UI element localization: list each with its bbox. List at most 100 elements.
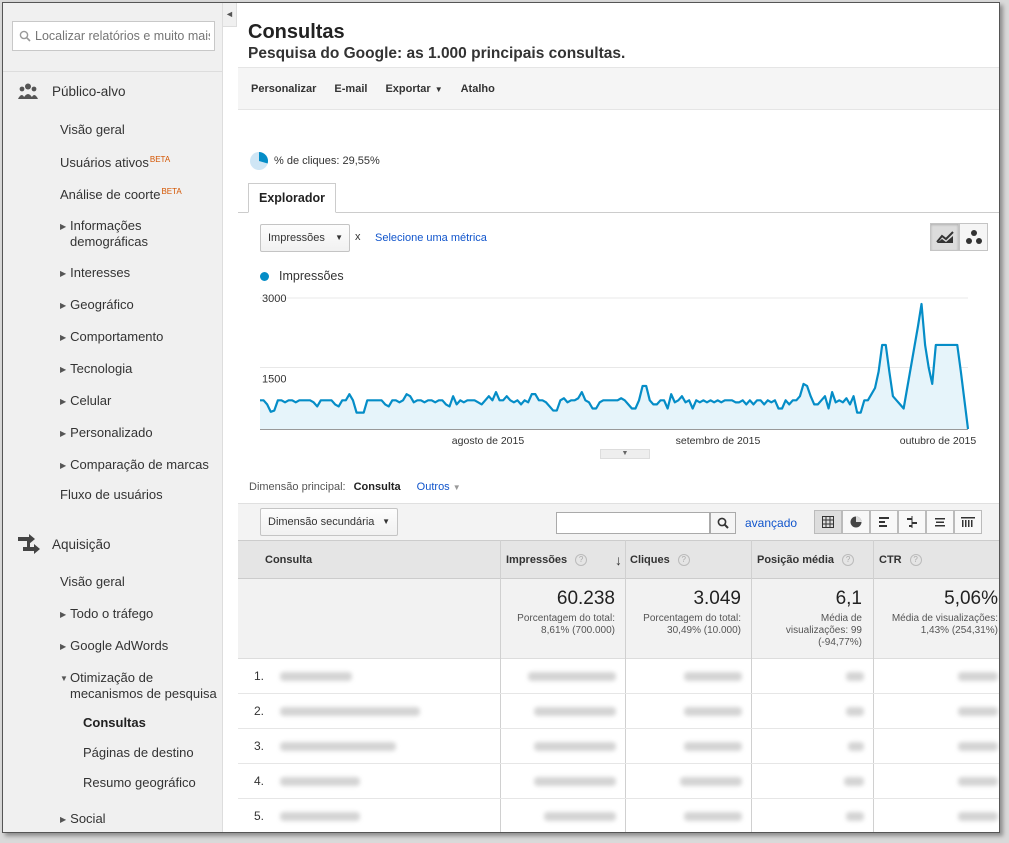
nav-mobile[interactable]: ▶ Celular — [60, 393, 111, 410]
table-row[interactable]: 2. — [238, 694, 999, 729]
report-search[interactable] — [12, 21, 215, 51]
triangle-right-icon: ▶ — [60, 269, 67, 278]
remove-metric-button[interactable]: x — [355, 231, 361, 243]
report-search-input[interactable] — [35, 29, 210, 43]
nav-landing-pages[interactable]: Páginas de destino — [83, 745, 194, 761]
redacted-value — [848, 742, 864, 751]
chart-resize-handle[interactable]: ▼ — [600, 449, 650, 459]
secondary-dimension-select[interactable]: Dimensão secundária ▼ — [260, 508, 398, 536]
total-clicks: 3.049 Porcentagem do total: 30,49% (10.0… — [626, 587, 741, 637]
column-impressions[interactable]: Impressões? ↓ — [506, 541, 622, 579]
collapse-arrow-icon: ◄ — [225, 9, 234, 19]
dimension-query[interactable]: Consulta — [353, 481, 401, 493]
total-note: visualizações: 99 — [785, 625, 862, 636]
dimension-other-label: Outros — [416, 481, 450, 493]
redacted-value — [534, 777, 616, 786]
column-label: CTR — [879, 554, 902, 566]
nav-technology[interactable]: ▶ Tecnologia — [60, 361, 132, 378]
nav-label: Otimização de mecanismos de pesquisa — [70, 670, 217, 701]
nav-users-flow[interactable]: Fluxo de usuários — [60, 487, 163, 503]
tab-explorer[interactable]: Explorador — [248, 183, 336, 213]
data-table-view-button[interactable] — [814, 510, 842, 534]
nav-geo-summary[interactable]: Resumo geográfico — [83, 775, 196, 791]
nav-all-traffic[interactable]: ▶ Todo o tráfego — [60, 606, 153, 623]
nav-queries[interactable]: Consultas — [83, 715, 146, 731]
table-row[interactable]: 5. — [238, 799, 999, 832]
comparison-view-button[interactable] — [898, 510, 926, 534]
table-filter-input[interactable] — [556, 512, 710, 534]
column-ctr[interactable]: CTR? — [879, 541, 922, 579]
redacted-value — [528, 672, 616, 681]
nav-cohort[interactable]: Análise de coorteBETA — [60, 184, 182, 203]
metric-select[interactable]: Impressões ▼ — [260, 224, 350, 252]
nav-label: Comportamento — [70, 329, 164, 344]
table-row[interactable]: 1. — [238, 659, 999, 694]
comparison-view-icon — [907, 516, 917, 528]
column-label: Posição média — [757, 554, 835, 566]
nav-social[interactable]: ▶ Social — [60, 811, 106, 828]
redacted-value — [846, 812, 864, 821]
column-query[interactable]: Consulta — [265, 541, 312, 579]
triangle-right-icon: ▶ — [60, 222, 67, 231]
secondary-dimension-label: Dimensão secundária — [268, 516, 375, 528]
term-cloud-view-button[interactable] — [926, 510, 954, 534]
nav-seo[interactable]: ▼ Otimização de mecanismos de pesquisa — [60, 670, 220, 702]
nav-brand-compare[interactable]: ▶ Comparação de marcas — [60, 457, 209, 474]
help-icon[interactable]: ? — [677, 554, 690, 566]
nav-label: Informações demográficas — [70, 218, 149, 249]
collapse-sidebar-button[interactable]: ◄ — [223, 3, 237, 27]
nav-acq-overview[interactable]: Visão geral — [60, 574, 125, 590]
page-title: Consultas — [248, 21, 345, 43]
redacted-value — [684, 812, 742, 821]
nav-adwords[interactable]: ▶ Google AdWords — [60, 638, 168, 655]
search-icon — [717, 517, 729, 529]
redacted-value — [684, 672, 742, 681]
column-label: Impressões — [506, 554, 568, 566]
nav-label: Páginas de destino — [83, 745, 194, 760]
column-clicks[interactable]: Cliques? — [630, 541, 690, 579]
table-row[interactable]: 4. — [238, 764, 999, 799]
redacted-value — [958, 672, 998, 681]
nav-behavior[interactable]: ▶ Comportamento — [60, 329, 163, 346]
pivot-view-button[interactable] — [954, 510, 982, 534]
nav-active-users[interactable]: Usuários ativosBETA — [60, 152, 170, 171]
sidebar: Público-alvo Visão geral Usuários ativos… — [3, 3, 223, 832]
redacted-query — [280, 707, 420, 716]
motion-chart-button[interactable] — [959, 223, 988, 251]
help-icon[interactable]: ? — [842, 554, 855, 566]
section-audience[interactable]: Público-alvo — [18, 83, 238, 99]
total-note: 30,49% (10.000) — [667, 625, 741, 636]
customize-button[interactable]: Personalizar — [251, 82, 317, 95]
pie-slice — [259, 152, 268, 164]
help-icon[interactable]: ? — [575, 554, 588, 566]
line-chart-button[interactable] — [930, 223, 959, 251]
section-label: Público-alvo — [52, 83, 126, 99]
dimension-other-dropdown[interactable]: Outros ▼ — [417, 481, 461, 493]
redacted-value — [846, 707, 864, 716]
pie-view-button[interactable] — [842, 510, 870, 534]
column-avg-position[interactable]: Posição média? — [757, 541, 855, 579]
nav-demographics[interactable]: ▶ Informações demográficas — [60, 218, 210, 250]
advanced-filter-link[interactable]: avançado — [745, 516, 798, 530]
shortcut-button[interactable]: Atalho — [460, 82, 495, 95]
nav-overview[interactable]: Visão geral — [60, 122, 125, 138]
nav-label: Geográfico — [70, 297, 134, 312]
nav-label: Personalizado — [70, 425, 153, 440]
help-icon[interactable]: ? — [909, 554, 922, 566]
export-button[interactable]: Exportar ▼ — [385, 83, 442, 95]
select-metric-link[interactable]: Selecione uma métrica — [375, 232, 487, 244]
column-label: Consulta — [265, 554, 313, 566]
section-acquisition[interactable]: Aquisição — [18, 534, 238, 554]
nav-label: Consultas — [83, 715, 146, 730]
grid-icon — [822, 516, 834, 528]
x-tick-label: setembro de 2015 — [676, 435, 761, 447]
email-button[interactable]: E-mail — [334, 82, 368, 95]
table-row[interactable]: 3. — [238, 729, 999, 764]
nav-label: Fluxo de usuários — [60, 487, 163, 502]
nav-custom[interactable]: ▶ Personalizado — [60, 425, 153, 442]
table-filter-search-button[interactable] — [710, 512, 736, 534]
performance-view-button[interactable] — [870, 510, 898, 534]
nav-interests[interactable]: ▶ Interesses — [60, 265, 130, 282]
nav-geo[interactable]: ▶ Geográfico — [60, 297, 134, 314]
total-note: Porcentagem do total: — [517, 613, 615, 624]
